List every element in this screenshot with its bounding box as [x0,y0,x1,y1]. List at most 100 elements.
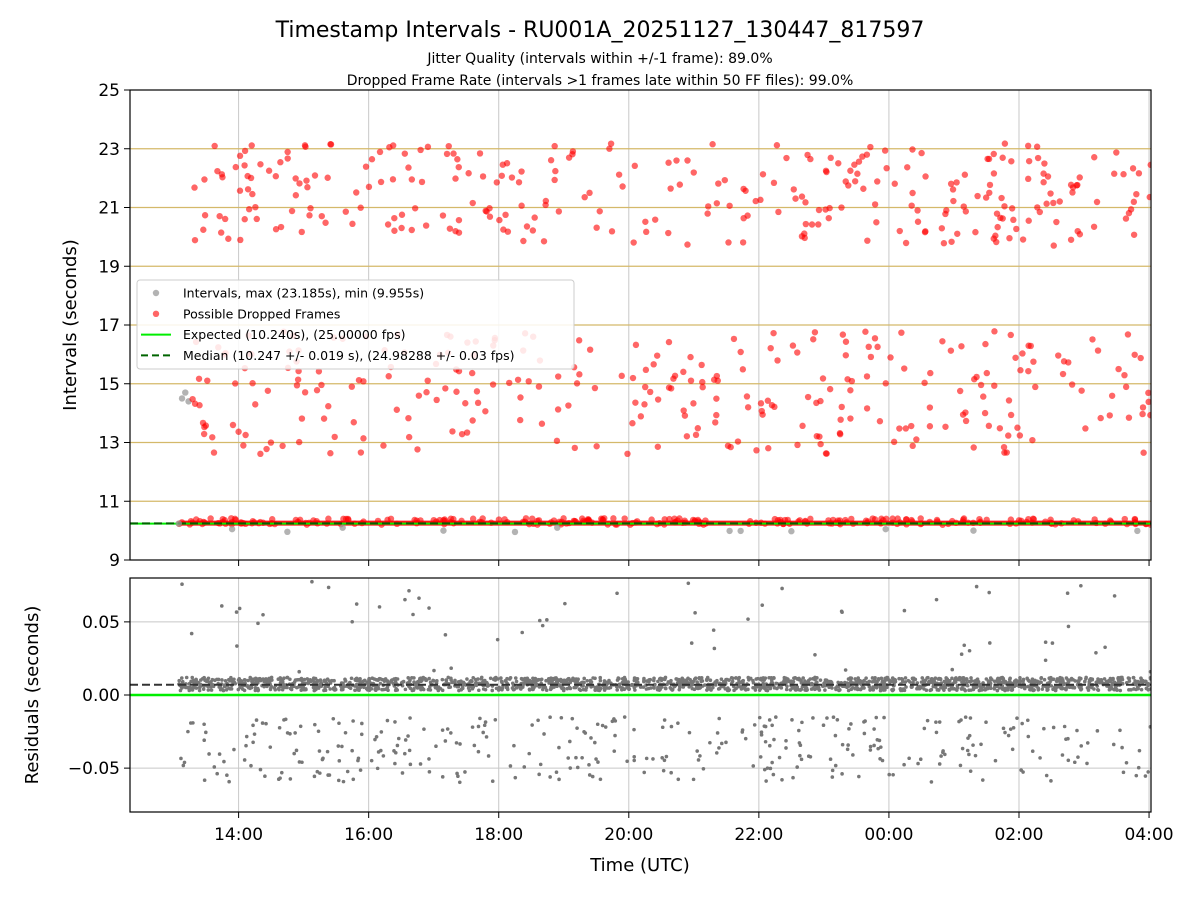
dropped-frame-point-upper [847,167,854,174]
residual-point [878,688,883,693]
dropped-frame-point-upper [1056,198,1063,205]
dropped-frame-point-upper [684,157,691,164]
legend-marker [152,289,160,297]
residual-point [407,748,412,753]
residual-point [412,676,416,680]
residual-point [974,584,979,589]
dropped-frame-point-upper [236,152,244,160]
residual-point [696,758,701,762]
residual-point [328,687,332,691]
residual-point [615,591,619,596]
residual-point [582,680,586,685]
residual-point [629,683,634,687]
residual-point [676,679,681,684]
dropped-frame-point-lower [257,450,264,458]
dropped-frame-point-upper [835,160,842,167]
dropped-frame-point-upper [581,193,588,201]
dropped-frame-point-lower [1124,331,1132,338]
residual-point [445,727,450,731]
residual-point [457,780,462,785]
residual-point [712,646,717,651]
dropped-frame-point-upper [322,219,329,226]
dropped-frame-point-upper [1025,175,1032,183]
residual-point [785,677,790,682]
residual-point [753,685,758,690]
residual-point [216,677,221,682]
dropped-frame-point-lower [713,411,720,419]
residual-point [513,775,518,780]
dropped-frame-point-lower [926,423,934,430]
dropped-frame-point-upper [386,144,393,151]
residual-point [642,770,647,775]
dropped-frame-point-upper [775,208,782,216]
dropped-frame-point-upper [1041,160,1048,167]
dropped-frame-point-lower [1059,370,1067,378]
residual-point [784,738,788,743]
residual-point [530,723,534,727]
dropped-frame-point-upper [1024,142,1032,150]
residual-point [742,685,747,689]
residual-point [684,678,689,682]
residual-point [641,685,646,689]
dropped-frame-point-lower [1106,412,1113,419]
residual-point [1148,669,1151,674]
dropped-frame-point-upper [1076,174,1083,181]
residual-point [283,685,287,690]
residual-point [885,685,889,690]
dropped-frame-point-upper [860,185,867,192]
residual-point [911,681,915,685]
residual-point [427,757,431,761]
residual-point [545,618,549,622]
residual-point [967,688,971,693]
residual-point [924,688,929,693]
residual-point [656,679,660,684]
residual-point [853,677,857,681]
residual-point [714,751,719,755]
residual-point [1015,716,1019,720]
baseline-dropped-point [1106,517,1114,524]
residual-point [358,768,363,772]
dropped-frame-point-lower [847,387,854,394]
residual-point [692,687,697,692]
dropped-frame-point-lower [313,387,321,394]
dropped-frame-point-upper [401,150,409,157]
dropped-frame-point-upper [798,193,806,200]
dropped-frame-point-upper [307,205,314,212]
residual-point [406,734,410,738]
residual-point [770,760,774,765]
residual-point [350,619,354,624]
dropped-frame-point-lower [252,401,259,408]
dropped-frame-point-upper [1036,208,1044,216]
dropped-frame-point-lower [463,429,471,436]
residual-point [568,739,572,744]
dropped-frame-point-upper [265,167,273,174]
residual-point [799,680,804,685]
top-y-tick-label: 17 [98,316,120,336]
dropped-frame-point-lower [1122,383,1130,391]
residual-point [212,765,217,769]
residual-point [669,770,673,775]
dropped-frame-point-lower [927,369,934,377]
residual-point [957,675,962,680]
residual-point [1063,682,1067,686]
dropped-frame-point-lower [1121,371,1128,379]
residual-point [768,685,772,689]
residual-point [472,743,477,748]
residual-point [878,685,883,689]
dropped-frame-point-lower [926,404,934,411]
dropped-frame-point-upper [353,189,360,196]
residual-point [1129,688,1133,692]
dropped-frame-point-upper [947,180,955,188]
residual-point [490,779,495,784]
residual-point [393,720,397,724]
residual-point [811,676,815,681]
residual-point [971,743,975,747]
residual-point [888,679,893,684]
dropped-frame-point-lower [973,373,980,381]
residual-point [267,679,272,684]
residual-point [1043,658,1048,663]
dropped-frame-point-upper [790,186,797,193]
dropped-frame-point-upper [540,238,548,245]
residual-point [559,715,564,720]
residual-point [903,676,908,680]
